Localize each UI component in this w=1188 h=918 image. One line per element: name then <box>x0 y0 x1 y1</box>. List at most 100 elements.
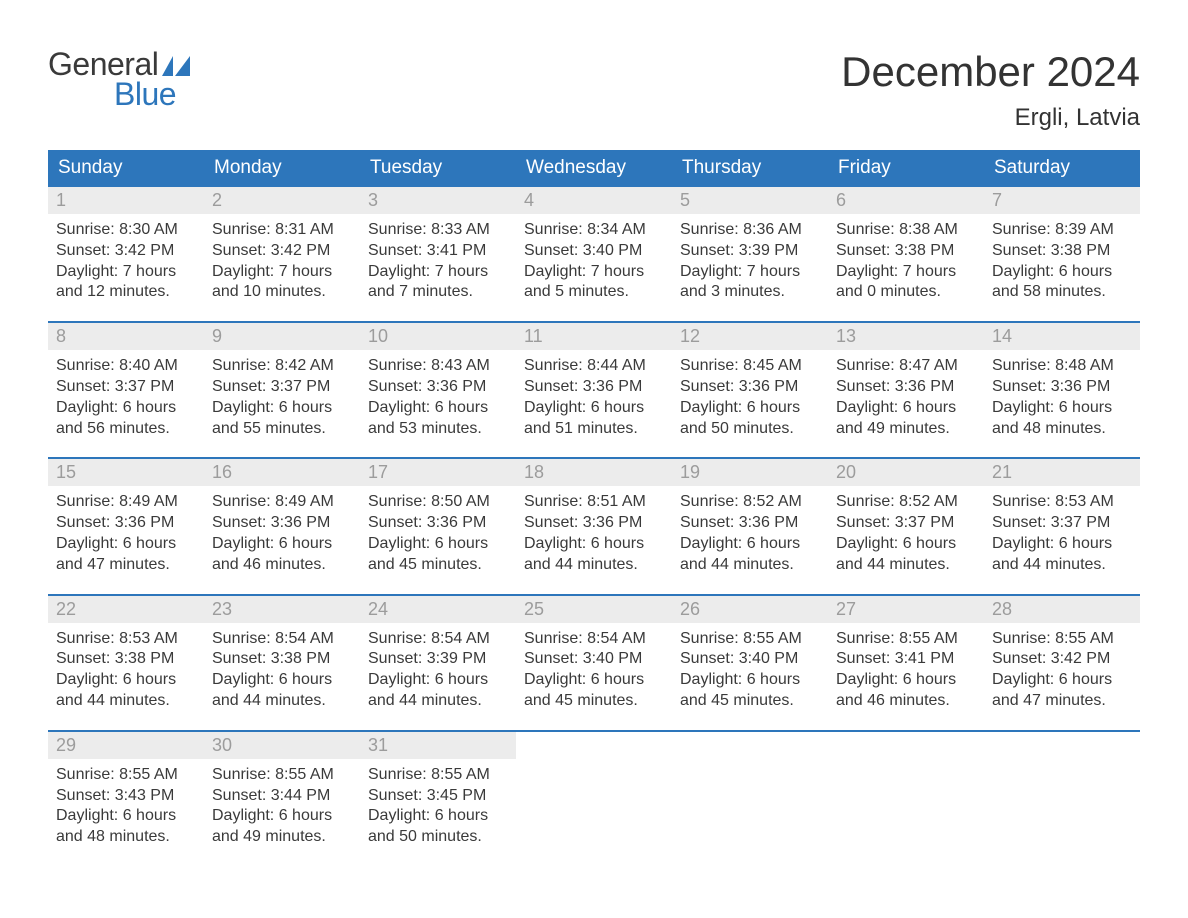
day-body: Sunrise: 8:49 AMSunset: 3:36 PMDaylight:… <box>204 486 360 579</box>
location-label: Ergli, Latvia <box>841 104 1140 132</box>
day-cell: 19Sunrise: 8:52 AMSunset: 3:36 PMDayligh… <box>672 459 828 579</box>
sail-icon <box>162 56 190 76</box>
sunset-line: Sunset: 3:38 PM <box>56 649 200 670</box>
day-cell: 9Sunrise: 8:42 AMSunset: 3:37 PMDaylight… <box>204 323 360 443</box>
day-cell: 21Sunrise: 8:53 AMSunset: 3:37 PMDayligh… <box>984 459 1140 579</box>
day-body: Sunrise: 8:54 AMSunset: 3:38 PMDaylight:… <box>204 623 360 716</box>
day-number: 5 <box>672 187 828 214</box>
daylight-line: Daylight: 7 hours <box>56 262 200 283</box>
daylight-line: and 55 minutes. <box>212 419 356 440</box>
day-number: 22 <box>48 596 204 623</box>
sunrise-line: Sunrise: 8:40 AM <box>56 356 200 377</box>
sunrise-line: Sunrise: 8:49 AM <box>56 492 200 513</box>
day-number: 24 <box>360 596 516 623</box>
week-row: 29Sunrise: 8:55 AMSunset: 3:43 PMDayligh… <box>48 730 1140 852</box>
day-body: Sunrise: 8:55 AMSunset: 3:40 PMDaylight:… <box>672 623 828 716</box>
sunset-line: Sunset: 3:42 PM <box>992 649 1136 670</box>
sunset-line: Sunset: 3:38 PM <box>836 241 980 262</box>
day-body: Sunrise: 8:30 AMSunset: 3:42 PMDaylight:… <box>48 214 204 307</box>
sunrise-line: Sunrise: 8:31 AM <box>212 220 356 241</box>
day-number: 28 <box>984 596 1140 623</box>
brand-logo: General Blue <box>48 48 190 110</box>
daylight-line: and 10 minutes. <box>212 282 356 303</box>
day-cell: 31Sunrise: 8:55 AMSunset: 3:45 PMDayligh… <box>360 732 516 852</box>
day-body: Sunrise: 8:51 AMSunset: 3:36 PMDaylight:… <box>516 486 672 579</box>
day-body: Sunrise: 8:39 AMSunset: 3:38 PMDaylight:… <box>984 214 1140 307</box>
day-cell: 20Sunrise: 8:52 AMSunset: 3:37 PMDayligh… <box>828 459 984 579</box>
sunset-line: Sunset: 3:44 PM <box>212 786 356 807</box>
daylight-line: Daylight: 6 hours <box>524 534 668 555</box>
sunset-line: Sunset: 3:45 PM <box>368 786 512 807</box>
sunset-line: Sunset: 3:41 PM <box>836 649 980 670</box>
sunrise-line: Sunrise: 8:43 AM <box>368 356 512 377</box>
col-wednesday: Wednesday <box>516 150 672 187</box>
daylight-line: and 48 minutes. <box>992 419 1136 440</box>
daylight-line: Daylight: 6 hours <box>368 670 512 691</box>
sunrise-line: Sunrise: 8:42 AM <box>212 356 356 377</box>
daylight-line: and 45 minutes. <box>524 691 668 712</box>
daylight-line: Daylight: 7 hours <box>524 262 668 283</box>
day-number: 4 <box>516 187 672 214</box>
daylight-line: Daylight: 6 hours <box>680 398 824 419</box>
weekday-header-row: Sunday Monday Tuesday Wednesday Thursday… <box>48 150 1140 187</box>
sunset-line: Sunset: 3:36 PM <box>680 513 824 534</box>
daylight-line: and 49 minutes. <box>836 419 980 440</box>
day-number: 9 <box>204 323 360 350</box>
col-sunday: Sunday <box>48 150 204 187</box>
day-body: Sunrise: 8:45 AMSunset: 3:36 PMDaylight:… <box>672 350 828 443</box>
week-row: 8Sunrise: 8:40 AMSunset: 3:37 PMDaylight… <box>48 321 1140 443</box>
day-cell: 28 Sunrise: 8:55 AMSunset: 3:42 PMDayligh… <box>984 596 1140 716</box>
daylight-line: Daylight: 7 hours <box>836 262 980 283</box>
daylight-line: and 53 minutes. <box>368 419 512 440</box>
day-number: 7 <box>984 187 1140 214</box>
sunrise-line: Sunrise: 8:52 AM <box>680 492 824 513</box>
sunset-line: Sunset: 3:36 PM <box>212 513 356 534</box>
day-number: 10 <box>360 323 516 350</box>
day-number: 2 <box>204 187 360 214</box>
daylight-line: and 44 minutes. <box>56 691 200 712</box>
daylight-line: Daylight: 6 hours <box>992 534 1136 555</box>
sunrise-line: Sunrise: 8:49 AM <box>212 492 356 513</box>
sunrise-line: Sunrise: 8:54 AM <box>368 629 512 650</box>
day-cell: 16Sunrise: 8:49 AMSunset: 3:36 PMDayligh… <box>204 459 360 579</box>
daylight-line: Daylight: 6 hours <box>368 806 512 827</box>
day-number: 12 <box>672 323 828 350</box>
sunset-line: Sunset: 3:41 PM <box>368 241 512 262</box>
day-cell <box>828 732 984 852</box>
day-number: 30 <box>204 732 360 759</box>
sunset-line: Sunset: 3:40 PM <box>524 649 668 670</box>
col-thursday: Thursday <box>672 150 828 187</box>
daylight-line: Daylight: 6 hours <box>992 670 1136 691</box>
col-monday: Monday <box>204 150 360 187</box>
daylight-line: Daylight: 6 hours <box>992 262 1136 283</box>
sunset-line: Sunset: 3:42 PM <box>56 241 200 262</box>
day-number <box>516 732 672 759</box>
sunrise-line: Sunrise: 8:50 AM <box>368 492 512 513</box>
page-header: General Blue December 2024 Ergli, Latvia <box>48 48 1140 142</box>
sunrise-line: Sunrise: 8:55 AM <box>680 629 824 650</box>
sunrise-line: Sunrise: 8:45 AM <box>680 356 824 377</box>
day-body: Sunrise: 8:54 AMSunset: 3:39 PMDaylight:… <box>360 623 516 716</box>
daylight-line: Daylight: 6 hours <box>368 534 512 555</box>
week-row: 22Sunrise: 8:53 AMSunset: 3:38 PMDayligh… <box>48 594 1140 716</box>
day-number: 15 <box>48 459 204 486</box>
sunset-line: Sunset: 3:36 PM <box>368 513 512 534</box>
daylight-line: Daylight: 7 hours <box>368 262 512 283</box>
day-cell: 7Sunrise: 8:39 AMSunset: 3:38 PMDaylight… <box>984 187 1140 307</box>
day-cell: 17Sunrise: 8:50 AMSunset: 3:36 PMDayligh… <box>360 459 516 579</box>
sunset-line: Sunset: 3:37 PM <box>212 377 356 398</box>
daylight-line: and 5 minutes. <box>524 282 668 303</box>
col-saturday: Saturday <box>984 150 1140 187</box>
day-body: Sunrise: 8:53 AMSunset: 3:38 PMDaylight:… <box>48 623 204 716</box>
sunset-line: Sunset: 3:38 PM <box>992 241 1136 262</box>
daylight-line: Daylight: 7 hours <box>680 262 824 283</box>
sunrise-line: Sunrise: 8:51 AM <box>524 492 668 513</box>
daylight-line: Daylight: 6 hours <box>56 806 200 827</box>
day-cell: 25Sunrise: 8:54 AMSunset: 3:40 PMDayligh… <box>516 596 672 716</box>
sunrise-line: Sunrise: 8:47 AM <box>836 356 980 377</box>
sunset-line: Sunset: 3:36 PM <box>368 377 512 398</box>
sunrise-line: Sunrise: 8:55 AM <box>992 629 1136 650</box>
sunset-line: Sunset: 3:43 PM <box>56 786 200 807</box>
brand-word-2: Blue <box>48 78 190 110</box>
day-body: Sunrise: 8:40 AMSunset: 3:37 PMDaylight:… <box>48 350 204 443</box>
